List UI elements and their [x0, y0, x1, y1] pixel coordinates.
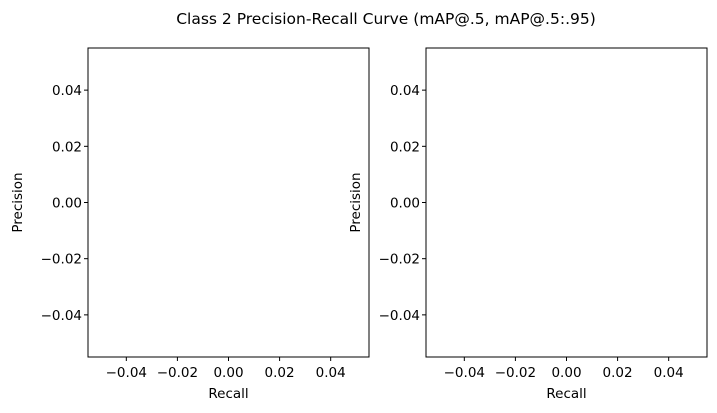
right-x-axis-label: Recall — [546, 386, 586, 402]
right-y-tick-label: 0.04 — [390, 83, 420, 99]
left-x-tick-label: −0.02 — [157, 365, 198, 381]
left-axes: −0.04 −0.02 0.00 0.02 0.04 −0.04 −0.02 0.00 0.02… — [10, 47, 370, 402]
right-x-tick-label: −0.04 — [444, 365, 485, 381]
left-x-tick-label: −0.04 — [106, 365, 147, 381]
left-y-tick-label: 0.00 — [52, 196, 82, 212]
left-x-tick-label: 0.00 — [213, 365, 243, 381]
right-y-tick-label: 0.02 — [390, 139, 420, 155]
right-x-tick-label: 0.02 — [603, 365, 633, 381]
right-y-tick-label: −0.04 — [379, 308, 420, 324]
left-y-tick-label: 0.02 — [52, 139, 82, 155]
right-y-tick-label: −0.02 — [379, 252, 420, 268]
right-x-tick-label: 0.00 — [551, 365, 581, 381]
left-y-axis-label: Precision — [10, 172, 26, 232]
right-y-tick-label: 0.00 — [390, 196, 420, 212]
figure-title: Class 2 Precision-Recall Curve (mAP@.5, … — [176, 10, 596, 28]
left-x-axis-label: Recall — [208, 386, 248, 402]
left-y-tick-label: −0.02 — [41, 252, 82, 268]
left-y-tick-label: −0.04 — [41, 308, 82, 324]
right-x-tick-label: 0.04 — [654, 365, 684, 381]
right-x-tick-label: −0.02 — [495, 365, 536, 381]
left-x-tick-label: 0.02 — [265, 365, 295, 381]
left-y-tick-label: 0.04 — [52, 83, 82, 99]
right-axes: −0.04 −0.02 0.00 0.02 0.04 −0.04 −0.02 0.00 0.02… — [348, 47, 708, 402]
left-x-tick-label: 0.04 — [316, 365, 346, 381]
right-y-axis-label: Precision — [348, 172, 364, 232]
